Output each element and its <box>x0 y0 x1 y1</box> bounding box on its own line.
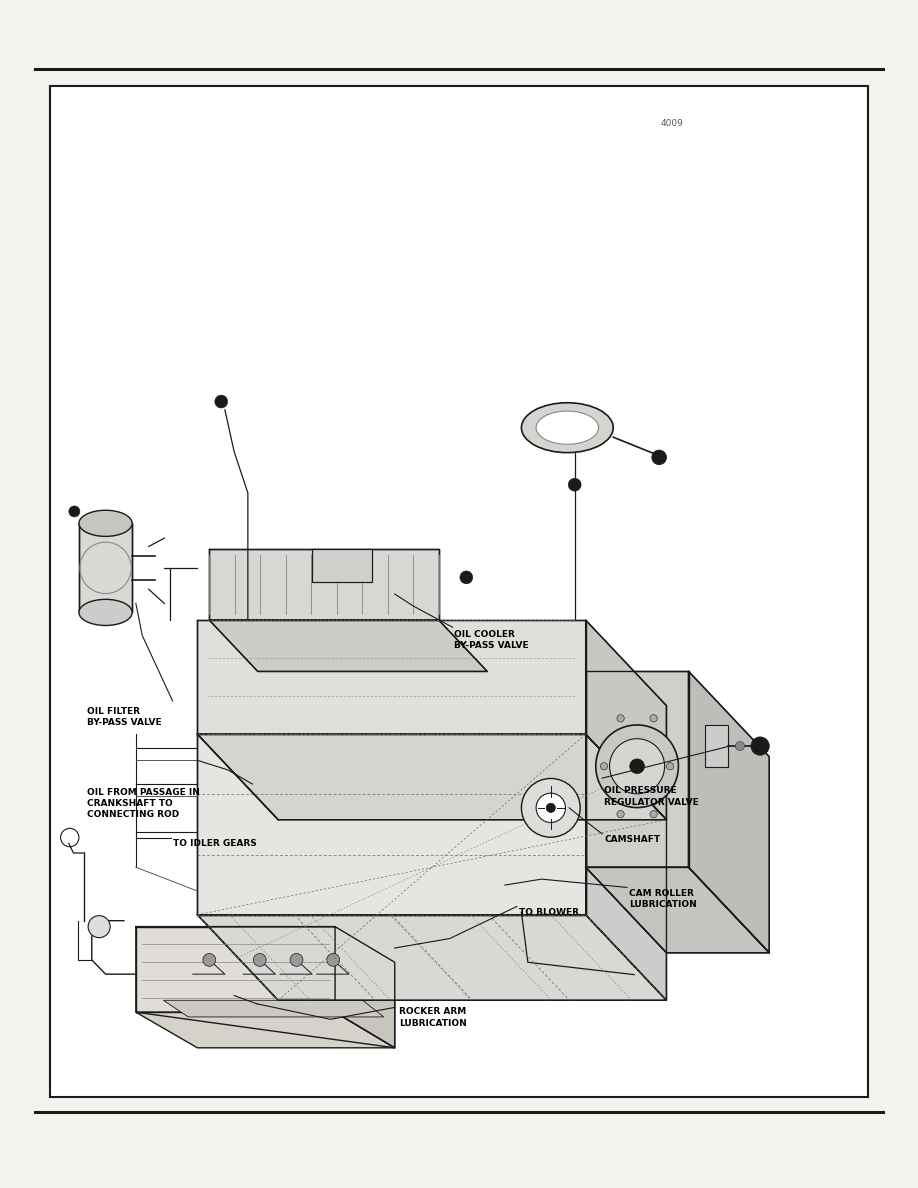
Text: OIL FROM PASSAGE IN
CRANKSHAFT TO
CONNECTING ROD: OIL FROM PASSAGE IN CRANKSHAFT TO CONNEC… <box>87 788 200 819</box>
Circle shape <box>215 396 228 407</box>
Text: OIL FILTER
BY-PASS VALVE: OIL FILTER BY-PASS VALVE <box>87 707 162 727</box>
Polygon shape <box>312 549 372 582</box>
Polygon shape <box>688 671 769 953</box>
Polygon shape <box>586 620 666 820</box>
Text: CAMSHAFT: CAMSHAFT <box>604 835 660 845</box>
Circle shape <box>521 778 580 838</box>
Circle shape <box>536 794 565 822</box>
Circle shape <box>652 450 666 465</box>
Polygon shape <box>586 867 769 953</box>
Text: CAM ROLLER
LUBRICATION: CAM ROLLER LUBRICATION <box>629 889 697 909</box>
Circle shape <box>617 715 624 722</box>
Ellipse shape <box>79 511 132 537</box>
Circle shape <box>600 763 608 770</box>
Circle shape <box>650 715 657 722</box>
Text: TO IDLER GEARS: TO IDLER GEARS <box>173 839 256 848</box>
Polygon shape <box>197 915 666 1000</box>
Text: OIL PRESSURE
REGULATOR VALVE: OIL PRESSURE REGULATOR VALVE <box>604 786 699 807</box>
Polygon shape <box>197 734 666 820</box>
Bar <box>50 86 868 1097</box>
Polygon shape <box>79 523 132 613</box>
Polygon shape <box>209 620 487 671</box>
Circle shape <box>735 741 744 751</box>
Circle shape <box>327 954 340 966</box>
Circle shape <box>650 810 657 817</box>
Text: OIL COOLER
BY-PASS VALVE: OIL COOLER BY-PASS VALVE <box>454 630 529 650</box>
Circle shape <box>596 725 678 808</box>
Circle shape <box>253 954 266 966</box>
Text: TO BLOWER: TO BLOWER <box>519 908 578 917</box>
Polygon shape <box>136 927 335 1012</box>
Circle shape <box>88 916 110 937</box>
Polygon shape <box>586 734 666 1000</box>
Circle shape <box>69 506 80 517</box>
Polygon shape <box>163 1000 384 1017</box>
Polygon shape <box>705 725 728 767</box>
Polygon shape <box>586 671 688 867</box>
Circle shape <box>617 810 624 817</box>
Ellipse shape <box>521 403 613 453</box>
Polygon shape <box>209 549 439 620</box>
Circle shape <box>610 739 665 794</box>
Polygon shape <box>136 1012 395 1048</box>
Polygon shape <box>197 620 586 734</box>
Circle shape <box>203 954 216 966</box>
Circle shape <box>568 479 581 491</box>
Circle shape <box>751 737 769 756</box>
Circle shape <box>290 954 303 966</box>
Circle shape <box>666 763 674 770</box>
Circle shape <box>460 571 473 583</box>
Polygon shape <box>335 927 395 1048</box>
Circle shape <box>630 759 644 773</box>
Text: 4009: 4009 <box>661 119 684 128</box>
Text: ROCKER ARM
LUBRICATION: ROCKER ARM LUBRICATION <box>399 1007 467 1028</box>
Ellipse shape <box>536 411 599 444</box>
Circle shape <box>546 803 555 813</box>
Ellipse shape <box>79 599 132 625</box>
Polygon shape <box>197 734 586 915</box>
